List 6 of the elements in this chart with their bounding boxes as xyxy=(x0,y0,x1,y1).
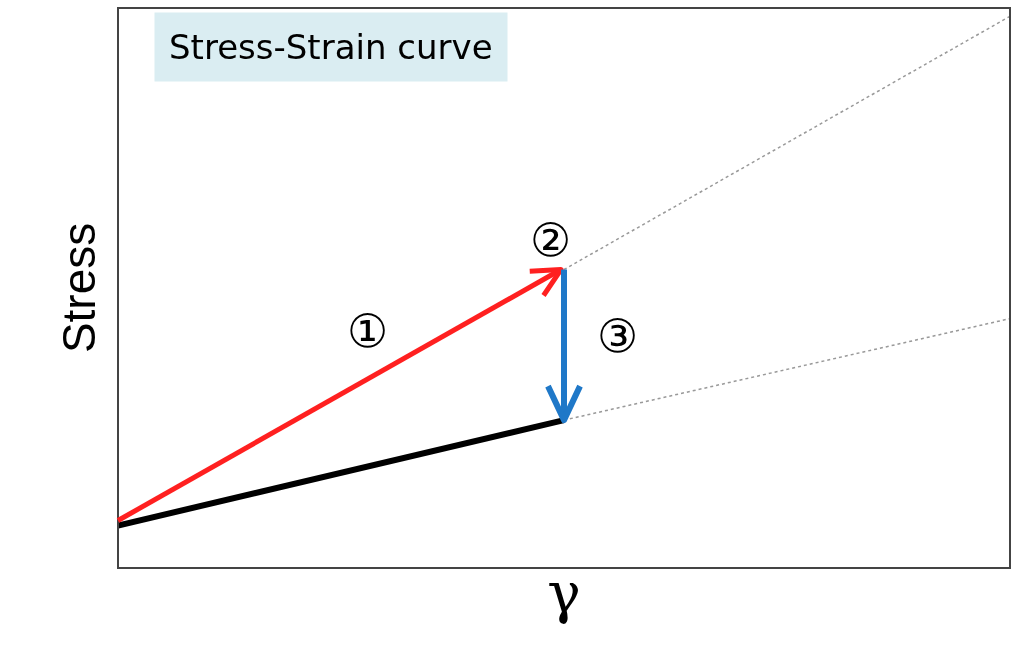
x-axis-title: γ xyxy=(547,559,581,625)
y-axis-title: Stress xyxy=(53,222,106,354)
annotation: Stress-Strain curve xyxy=(169,27,493,67)
annotation: ② xyxy=(530,213,572,267)
annotation: ① xyxy=(347,304,389,358)
annotation: ③ xyxy=(597,309,639,363)
